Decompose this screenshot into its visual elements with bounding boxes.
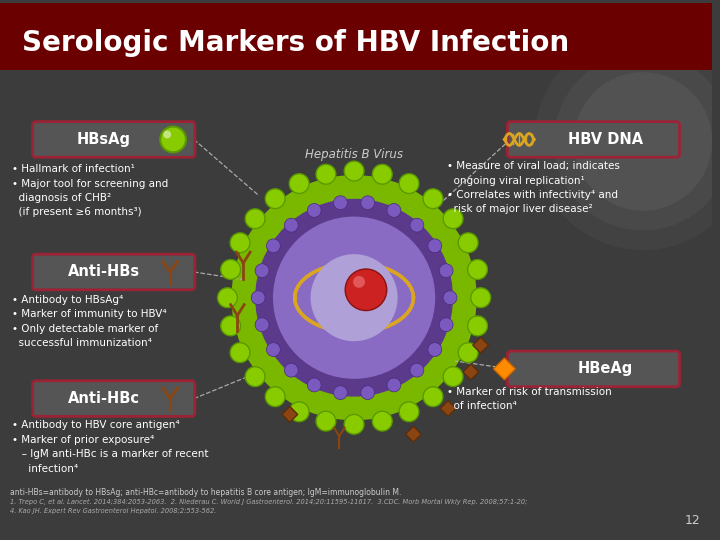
Circle shape (471, 288, 490, 308)
Circle shape (353, 276, 365, 288)
Circle shape (265, 387, 285, 407)
Circle shape (458, 233, 478, 253)
Text: • Measure of viral load; indicates
  ongoing viral replication¹
• Correlates wit: • Measure of viral load; indicates ongoi… (447, 161, 620, 214)
Circle shape (574, 72, 712, 211)
Circle shape (230, 343, 250, 362)
Circle shape (345, 269, 387, 310)
Text: • Hallmark of infection¹
• Major tool for screening and
  diagnosis of CHB²
  (i: • Hallmark of infection¹ • Major tool fo… (12, 164, 168, 218)
FancyBboxPatch shape (32, 381, 195, 416)
Polygon shape (440, 401, 456, 416)
Polygon shape (473, 338, 489, 353)
Circle shape (163, 131, 171, 138)
FancyBboxPatch shape (32, 254, 195, 290)
Circle shape (284, 363, 298, 377)
Text: HBeAg: HBeAg (577, 361, 633, 376)
Circle shape (372, 411, 392, 431)
FancyBboxPatch shape (0, 3, 712, 70)
Text: Serologic Markers of HBV Infection: Serologic Markers of HBV Infection (22, 29, 569, 57)
Polygon shape (463, 364, 479, 380)
Circle shape (344, 161, 364, 181)
Text: • Marker of risk of transmission
  of infection⁴: • Marker of risk of transmission of infe… (447, 387, 612, 411)
Text: • Antibody to HBsAg⁴
• Marker of immunity to HBV⁴
• Only detectable marker of
  : • Antibody to HBsAg⁴ • Marker of immunit… (12, 295, 166, 348)
Circle shape (423, 387, 443, 407)
Circle shape (458, 343, 478, 362)
Circle shape (289, 174, 309, 193)
Circle shape (307, 378, 321, 392)
Text: 1. Trepo C, et al. Lancet. 2014;384:2053-2063.  2. Niederau C. World J Gastroent: 1. Trepo C, et al. Lancet. 2014;384:2053… (10, 498, 527, 504)
Circle shape (217, 288, 238, 308)
Circle shape (372, 164, 392, 184)
Text: HBV DNA: HBV DNA (568, 132, 643, 147)
Polygon shape (405, 426, 421, 442)
Circle shape (255, 264, 269, 278)
Circle shape (316, 164, 336, 184)
Circle shape (265, 189, 285, 208)
FancyBboxPatch shape (32, 122, 195, 157)
Circle shape (231, 175, 477, 420)
Circle shape (307, 204, 321, 217)
Circle shape (439, 318, 453, 332)
Circle shape (444, 367, 463, 387)
Circle shape (333, 386, 347, 400)
Circle shape (266, 239, 280, 253)
Circle shape (428, 239, 442, 253)
Circle shape (444, 209, 463, 228)
Circle shape (273, 217, 435, 379)
Circle shape (467, 260, 487, 279)
Text: • Antibody to HBV core antigen⁴
• Marker of prior exposure⁴
   – IgM anti-HBc is: • Antibody to HBV core antigen⁴ • Marker… (12, 420, 208, 474)
Text: anti-HBs=antibody to HBsAg; anti-HBc=antibody to hepatitis B core antigen; IgM=i: anti-HBs=antibody to HBsAg; anti-HBc=ant… (10, 488, 401, 497)
Text: Anti-HBs: Anti-HBs (68, 265, 140, 280)
Circle shape (410, 218, 424, 232)
FancyBboxPatch shape (508, 122, 680, 157)
Circle shape (221, 316, 240, 336)
FancyBboxPatch shape (0, 70, 712, 537)
Circle shape (399, 402, 419, 422)
Circle shape (399, 174, 419, 193)
Circle shape (316, 411, 336, 431)
Circle shape (361, 196, 374, 210)
Text: HBsAg: HBsAg (77, 132, 131, 147)
Circle shape (428, 343, 442, 356)
Circle shape (255, 199, 453, 396)
Circle shape (161, 126, 186, 152)
Circle shape (266, 343, 280, 356)
Circle shape (246, 209, 265, 228)
Circle shape (333, 196, 347, 210)
Circle shape (284, 218, 298, 232)
Text: Anti-HBc: Anti-HBc (68, 391, 140, 406)
Circle shape (443, 291, 457, 305)
Circle shape (289, 402, 309, 422)
Circle shape (361, 386, 374, 400)
Circle shape (467, 316, 487, 336)
Circle shape (221, 260, 240, 279)
Circle shape (410, 363, 424, 377)
Polygon shape (493, 358, 516, 380)
Polygon shape (282, 407, 297, 422)
Circle shape (387, 204, 401, 217)
Circle shape (251, 291, 265, 305)
Circle shape (344, 414, 364, 434)
Circle shape (255, 318, 269, 332)
Text: Hepatitis B Virus: Hepatitis B Virus (305, 148, 403, 161)
Text: 4. Kao JH. Expert Rev Gastroenterol Hepatol. 2008;2:553-562.: 4. Kao JH. Expert Rev Gastroenterol Hepa… (10, 508, 216, 515)
Text: 12: 12 (685, 514, 701, 527)
Circle shape (423, 189, 443, 208)
Circle shape (230, 233, 250, 253)
Circle shape (439, 264, 453, 278)
Circle shape (387, 378, 401, 392)
FancyBboxPatch shape (508, 351, 680, 387)
Circle shape (310, 254, 397, 341)
Circle shape (246, 367, 265, 387)
